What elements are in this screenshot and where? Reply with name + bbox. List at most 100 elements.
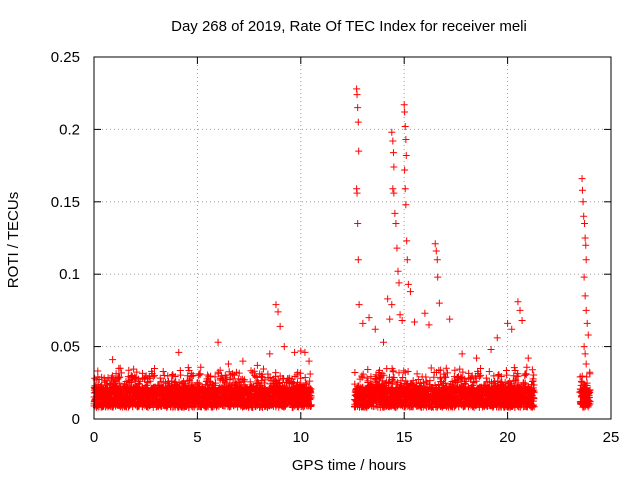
data-point [353, 189, 361, 197]
grid-lines [94, 57, 611, 419]
data-point [274, 308, 282, 316]
data-point [516, 306, 524, 314]
data-point [432, 247, 440, 255]
data-point [392, 220, 400, 228]
data-point [212, 379, 220, 387]
data-point [389, 149, 397, 157]
data-point [355, 301, 363, 309]
y-axis-label: ROTI / TECUs [5, 192, 22, 288]
data-point [504, 319, 512, 327]
data-point [394, 267, 402, 275]
data-point [149, 373, 157, 381]
data-point [132, 374, 140, 382]
data-point [427, 364, 435, 372]
data-point [117, 369, 125, 377]
data-point [584, 331, 592, 339]
x-tick-label: 10 [292, 429, 309, 446]
data-point [384, 295, 392, 303]
data-point [109, 356, 117, 364]
data-point [586, 370, 594, 378]
data-point [239, 357, 247, 365]
data-point [582, 256, 590, 264]
data-point [208, 380, 216, 388]
data-point [130, 365, 138, 373]
data-point [401, 166, 409, 174]
data-point [578, 186, 586, 194]
data-point [580, 343, 588, 351]
data-point [112, 370, 120, 378]
data-point [581, 220, 589, 228]
data-point [355, 147, 363, 155]
data-point [524, 354, 532, 362]
data-point [431, 240, 439, 248]
data-point [266, 350, 274, 358]
data-point [406, 288, 414, 296]
data-point [389, 185, 397, 193]
y-tick-label: 0.15 [51, 194, 80, 211]
data-point [305, 357, 313, 365]
data-point [579, 198, 587, 206]
data-point [354, 104, 362, 112]
data-point [395, 369, 403, 377]
data-point [115, 379, 123, 387]
data-point [354, 256, 362, 264]
data-point [364, 365, 372, 373]
data-point [433, 256, 441, 264]
data-point [207, 372, 215, 380]
data-point [403, 237, 411, 245]
data-point [393, 244, 401, 252]
data-point [581, 350, 589, 358]
data-point [306, 377, 314, 385]
data-point [391, 209, 399, 217]
data-point [151, 371, 159, 379]
data-point [175, 348, 183, 356]
data-point [272, 369, 280, 377]
data-point [156, 374, 164, 382]
data-point [253, 361, 261, 369]
data-point [91, 374, 99, 382]
data-point [503, 371, 511, 379]
chart-title: Day 268 of 2019, Rate Of TEC Index for r… [171, 18, 527, 35]
x-axis-label: GPS time / hours [292, 457, 406, 474]
y-tick-label: 0 [72, 411, 80, 428]
data-point [214, 338, 222, 346]
data-point [458, 350, 466, 358]
data-point [389, 137, 397, 145]
data-point [108, 372, 116, 380]
data-point [197, 363, 205, 371]
data-point [434, 273, 442, 281]
data-point [487, 345, 495, 353]
data-point [354, 118, 362, 126]
data-point [578, 175, 586, 183]
x-tick-label: 0 [90, 429, 98, 446]
y-tick-label: 0.25 [51, 49, 80, 66]
data-point [224, 360, 232, 368]
data-point [301, 348, 309, 356]
data-point [485, 367, 493, 375]
data-point [188, 372, 196, 380]
data-point [297, 374, 305, 382]
data-point [390, 189, 398, 197]
data-point [196, 370, 204, 378]
data-point [395, 279, 403, 287]
data-point [390, 163, 398, 171]
data-point [390, 374, 398, 382]
data-point [371, 325, 379, 333]
data-point [204, 371, 212, 379]
data-point [581, 234, 589, 242]
data-point [451, 366, 459, 374]
data-point [353, 91, 361, 99]
data-point [403, 256, 411, 264]
data-point [402, 201, 410, 209]
data-point [581, 292, 589, 300]
data-point [421, 309, 429, 317]
data-point [582, 241, 590, 249]
data-point [425, 321, 433, 329]
data-point [297, 347, 305, 355]
x-tick-label: 25 [603, 429, 620, 446]
data-point [177, 371, 185, 379]
data-point [580, 212, 588, 220]
data-point [508, 325, 516, 333]
data-point [125, 366, 133, 374]
